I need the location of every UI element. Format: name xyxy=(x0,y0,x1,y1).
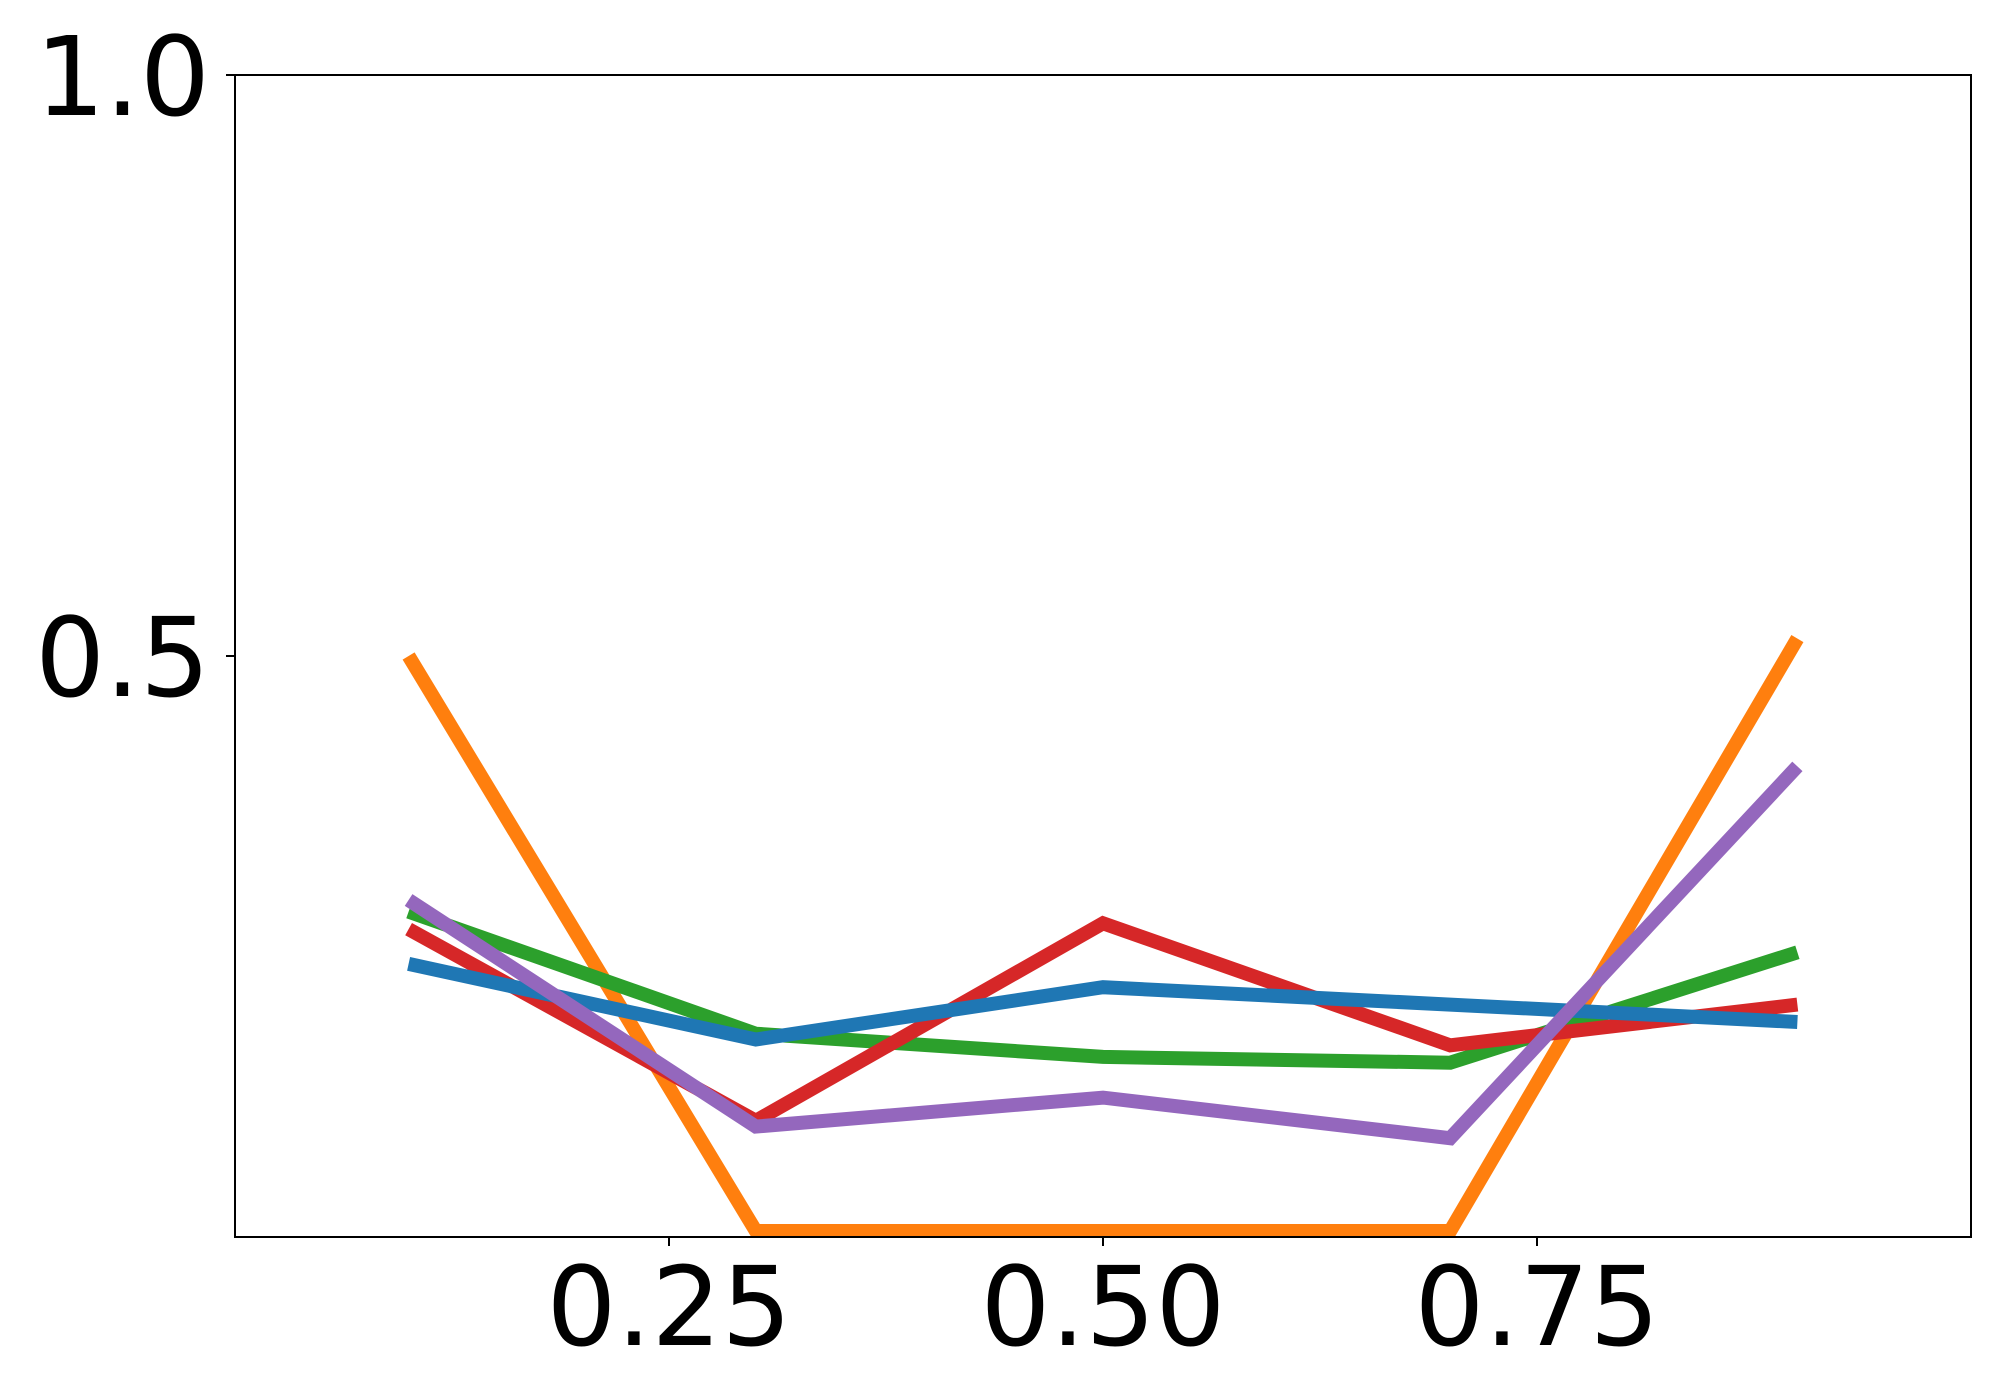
x-tick-label: 0.25 xyxy=(547,1243,792,1371)
x-tick-label: 0.75 xyxy=(1415,1243,1660,1371)
series-line-5 xyxy=(404,761,1803,1146)
x-tick-label: 0.50 xyxy=(981,1243,1226,1371)
y-tick-label: 0.5 xyxy=(35,594,210,722)
x-axis-ticks: 0.25 0.50 0.75 xyxy=(547,1237,1660,1371)
plot-background xyxy=(235,75,1971,1237)
y-tick-label: 1.0 xyxy=(35,13,210,141)
series-layer xyxy=(402,635,1804,1238)
y-axis-ticks: 0.5 1.0 xyxy=(35,13,235,722)
